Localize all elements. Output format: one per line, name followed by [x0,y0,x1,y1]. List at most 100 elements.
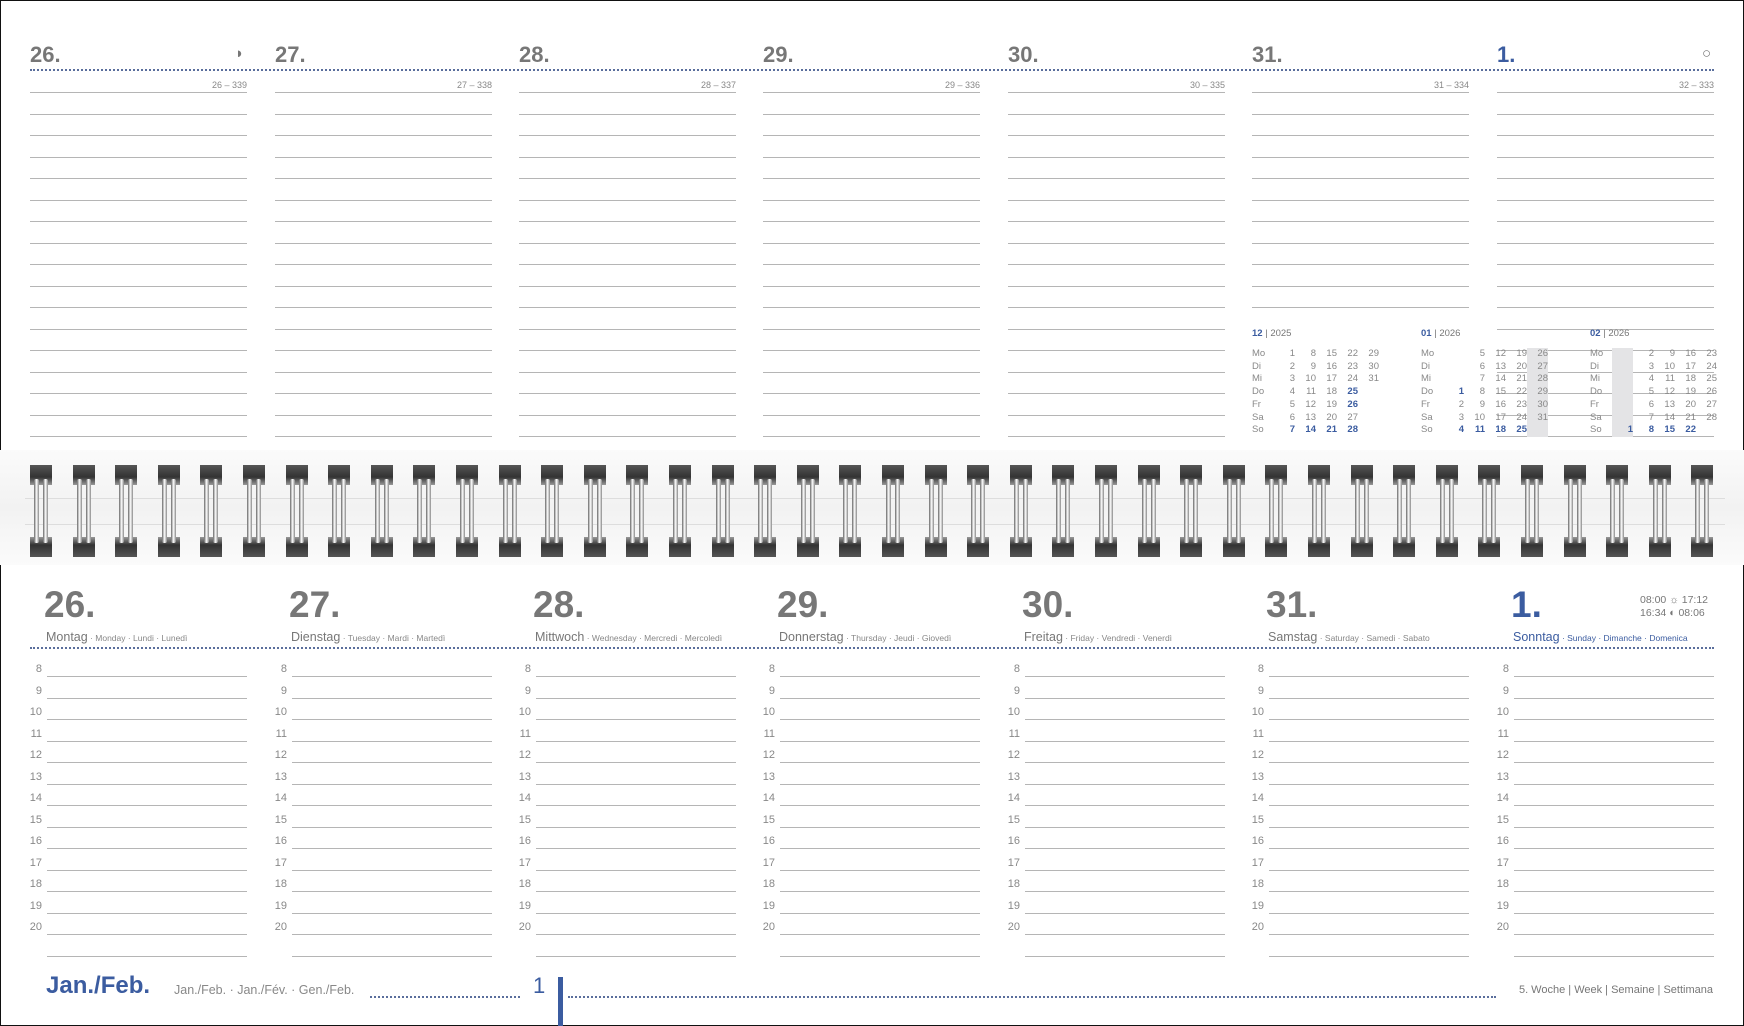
hour-label: 12 [1251,749,1264,761]
spiral-ring [1265,465,1288,557]
writing-line [275,350,492,351]
hour-label: 19 [274,899,287,912]
writing-line [275,414,492,416]
calendar-row: Mi 7 14 21 28 [1421,373,1548,387]
hour-line [1025,891,1225,892]
binding-line [25,524,1725,525]
hour-line [1025,740,1225,742]
writing-line [30,264,247,265]
hour-line [536,783,736,785]
writing-line [763,371,980,373]
calendar-day: 11 [1474,424,1485,436]
hour-label: 12 [29,749,42,761]
day-reference: 28 – 337 [700,80,736,90]
ring-wire [1226,479,1232,543]
calendar-day: 10 [1474,411,1485,423]
hour-line [1025,719,1225,720]
spiral-ring [754,465,777,557]
spiral-ring [626,465,649,557]
spiral-ring [1435,465,1458,557]
writing-line [30,135,247,136]
calendar-day [1358,399,1379,412]
calendar-day: 24 [1516,411,1527,423]
hour-label: 12 [762,749,775,761]
writing-line [1497,436,1714,437]
calendar-day [1358,412,1379,425]
moonset-time: 08:06 [1678,607,1705,619]
hour-line [47,740,247,742]
writing-line [275,199,492,201]
calendar-day: 13 [1664,398,1675,410]
hour-line [780,805,980,806]
hour-line [780,891,980,892]
weekday-label: Di [1590,360,1599,372]
hour-line [47,934,247,935]
hour-label: 17 [1496,856,1509,869]
calendar-day: 12 [1495,348,1506,359]
spiral-ring [1095,465,1117,557]
writing-line [1008,393,1225,394]
ring-wire [1321,479,1326,543]
calendar-day: 10 [1305,373,1316,385]
writing-line [763,242,980,244]
hour-line [1269,955,1469,957]
mini-calendar-year: 2025 [1270,328,1292,339]
hour-label: 11 [763,727,775,740]
hour-line [780,912,980,914]
hour-line [1025,762,1225,763]
hour-label: 16 [1007,835,1020,847]
hour-line [780,934,980,935]
day-reference: 27 – 338 [456,80,492,90]
writing-line [30,156,247,158]
calendar-day: 8 [1479,386,1485,398]
calendar-day: 22 [1347,348,1358,359]
writing-line [1497,156,1714,158]
ring-wire [724,479,730,543]
weekday-label: Fr [1252,398,1261,410]
hour-label: 18 [274,878,287,890]
ring-wire [383,479,389,543]
mini-calendar-header: 02 | 2026 [1590,328,1717,339]
calendar-day: 7 [1479,373,1485,385]
writing-line [519,350,736,351]
day-reference: 29 – 336 [944,80,980,90]
hour-label: 17 [1251,856,1264,869]
writing-line [1008,178,1225,179]
writing-line [1497,242,1714,244]
hour-label: 14 [29,792,42,804]
hour-line [1269,805,1469,806]
writing-line [763,393,980,394]
hour-line [1514,891,1714,892]
hour-label: 10 [29,706,42,718]
writing-line [1252,113,1469,115]
mini-calendar: 12 | 2025 Mo 1 8 15 22 29 Di 2 9 16 23 30 Mi 3 10 17 24 31… [1252,328,1379,437]
hour-line [47,912,247,914]
writing-line [1252,135,1469,136]
calendar-day: 14 [1495,373,1506,385]
hour-label: 9 [524,684,531,697]
hour-label: 20 [1496,921,1509,933]
spiral-ring [839,465,862,557]
hour-label: 16 [1496,835,1509,847]
hour-line [292,891,492,892]
ring-wire [1193,479,1199,543]
calendar-day [1443,361,1464,374]
writing-line [763,328,980,330]
calendar-day: 30 [1368,360,1379,372]
hour-label: 8 [1257,663,1264,675]
calendar-day: 18 [1495,424,1506,436]
calendar-day: 16 [1685,348,1696,359]
hour-line [1514,912,1714,914]
hour-label: 15 [29,813,42,826]
ring-cap [1137,537,1160,557]
ring-wire [1150,479,1156,543]
hour-line [1514,934,1714,935]
spiral-ring [370,465,393,557]
ring-wire [1661,479,1667,543]
spiral-ring [1691,465,1714,557]
calendar-day: 8 [1648,424,1654,436]
writing-line [1008,285,1225,287]
writing-line [1252,156,1469,158]
hour-label: 16 [518,835,531,847]
hour-line [292,805,492,806]
